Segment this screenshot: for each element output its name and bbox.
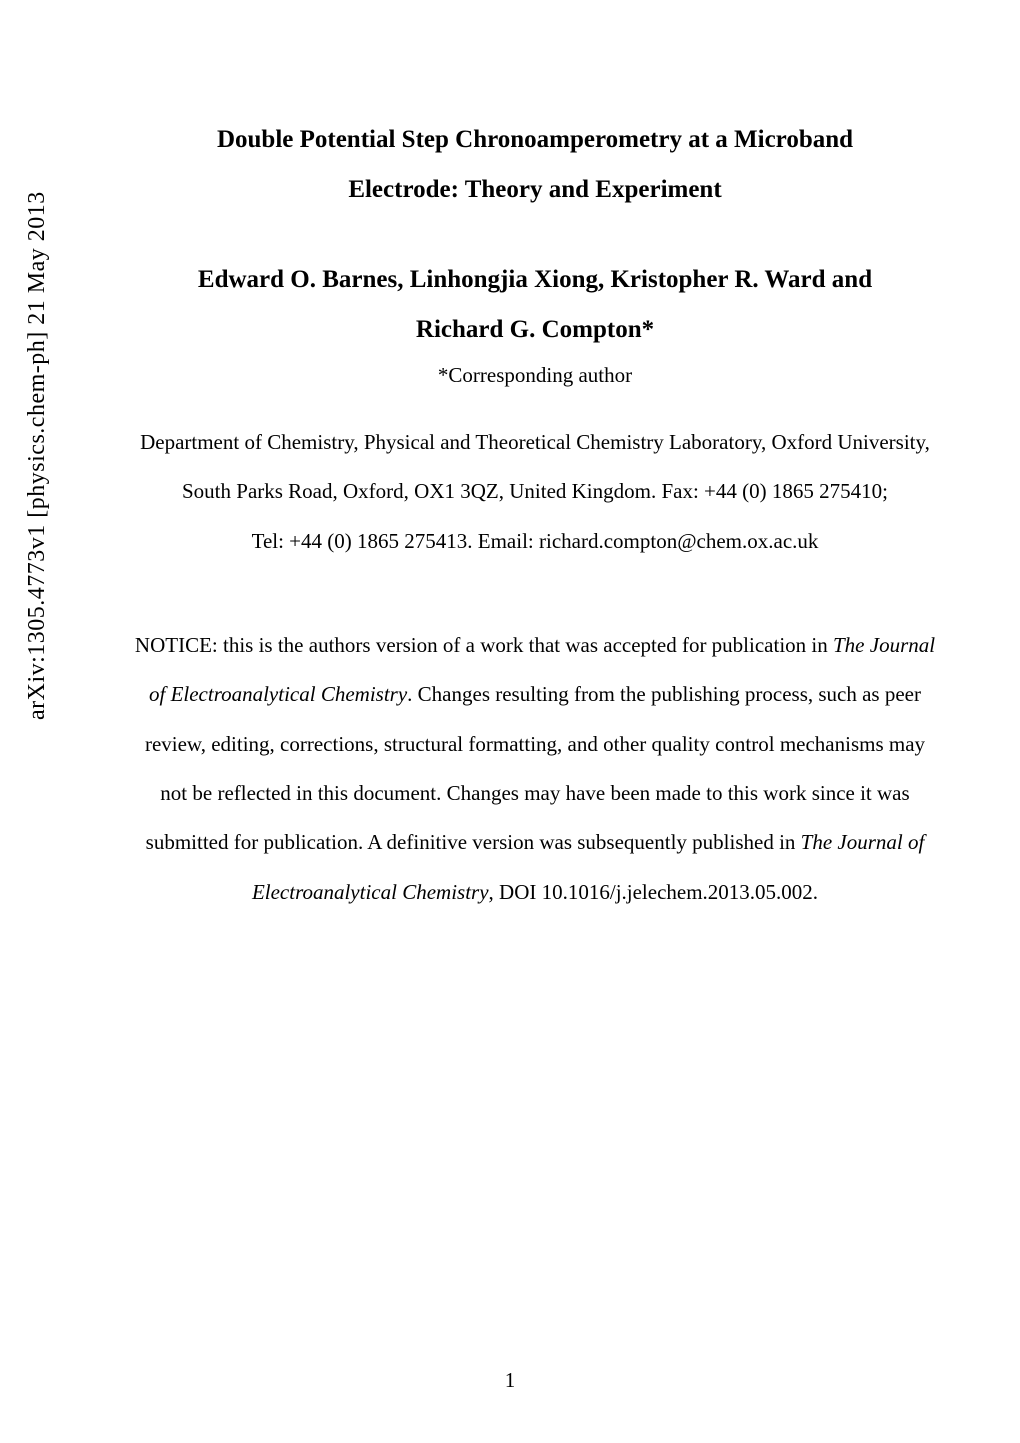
paper-title: Double Potential Step Chronoamperometry … [130,115,940,215]
corresponding-author-note: *Corresponding author [130,363,940,388]
affiliation-line-1: Department of Chemistry, Physical and Th… [140,430,930,454]
arxiv-identifier: arXiv:1305.4773v1 [physics.chem-ph] 21 M… [24,191,51,720]
paper-content: Double Potential Step Chronoamperometry … [130,115,940,917]
notice-prefix: NOTICE: this is the authors version of a… [135,633,833,657]
page-number: 1 [505,1368,516,1393]
publication-notice: NOTICE: this is the authors version of a… [130,621,940,917]
affiliation-line-2: South Parks Road, Oxford, OX1 3QZ, Unite… [182,479,888,503]
notice-mid: . Changes resulting from the publishing … [145,682,925,854]
authors-line-2: Richard G. Compton* [416,316,654,343]
title-line-2: Electrode: Theory and Experiment [348,176,721,203]
affiliation-block: Department of Chemistry, Physical and Th… [130,418,940,566]
notice-suffix: , DOI 10.1016/j.jelechem.2013.05.002. [489,880,819,904]
affiliation-line-3: Tel: +44 (0) 1865 275413. Email: richard… [252,529,819,553]
authors-line-1: Edward O. Barnes, Linhongjia Xiong, Kris… [198,266,872,293]
paper-authors: Edward O. Barnes, Linhongjia Xiong, Kris… [130,255,940,355]
title-line-1: Double Potential Step Chronoamperometry … [217,126,853,153]
